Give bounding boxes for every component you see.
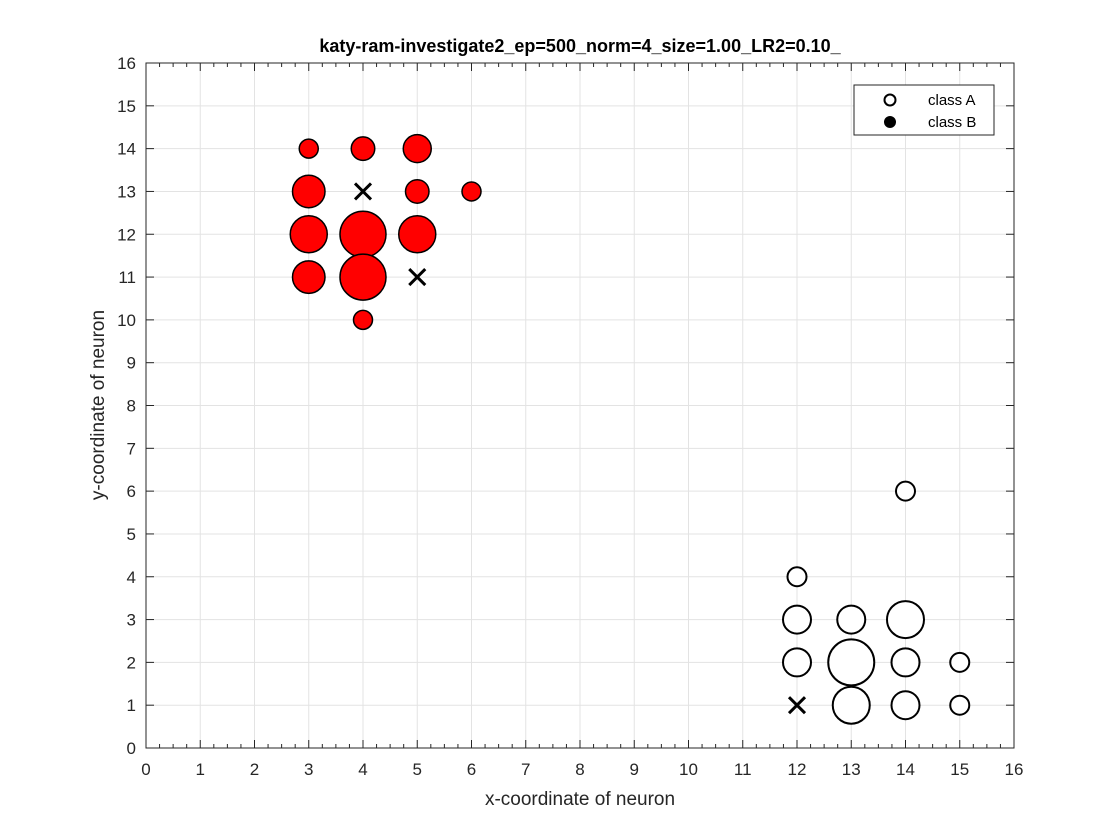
class-b-point [350,136,376,162]
legend: class A class B [853,84,995,136]
x-tick-label: 14 [896,760,915,779]
cross-marker [353,182,373,201]
x-tick-label: 8 [575,760,584,779]
x-tick-label: 13 [842,760,861,779]
class-a-point [786,566,808,588]
class-a-point [949,651,971,673]
x-tick-label: 16 [1005,760,1024,779]
class-a-point [890,647,921,678]
y-tick-label: 3 [127,611,136,630]
cross-stroke [353,182,373,201]
x-tick-label: 6 [467,760,476,779]
y-tick-label: 15 [117,97,136,116]
y-tick-label: 2 [127,653,136,672]
y-tick-label: 13 [117,182,136,201]
x-tick-labels: 0 1 2 3 4 5 6 7 8 9 10 11 12 13 14 15 16 [141,760,1023,779]
class-b-point [289,215,328,254]
class-a-point [831,685,871,725]
x-tick-label: 0 [141,760,150,779]
class-b-point [298,138,319,159]
x-axis-label: x-coordinate of neuron [485,789,675,810]
legend-marker-class-a [883,93,897,107]
y-tick-label: 12 [117,225,136,244]
x-tick-label: 15 [950,760,969,779]
class-a-point [827,638,876,687]
y-tick-label: 10 [117,311,136,330]
y-tick-label: 4 [127,568,136,587]
y-tick-label: 5 [127,525,136,544]
legend-label-class-b: class B [928,114,976,131]
class-a-point [782,647,812,678]
y-tick-label: 8 [127,397,136,416]
class-a-point [836,604,867,635]
class-a-point [782,604,812,635]
class-b-point [352,309,374,331]
chart-title: katy-ram-investigate2_ep=500_norm=4_size… [319,36,841,56]
class-b-point [404,178,430,204]
x-tick-label: 11 [734,760,752,779]
y-tick-label: 6 [127,482,136,501]
cross-marker [787,696,807,715]
legend-label-class-a: class A [928,92,976,109]
plot-frame [145,62,1015,749]
y-tick-label: 1 [127,696,136,715]
cross-stroke [787,696,807,715]
cross-marker [408,268,427,287]
class-b-point [291,174,326,209]
y-tick-label: 14 [117,140,136,159]
class-a-point [886,600,925,640]
cross-stroke [408,268,427,287]
class-b-point [461,181,482,202]
data-marks [289,133,971,725]
x-tick-label: 9 [630,760,639,779]
class-b-point [402,133,432,164]
y-tick-label: 0 [127,739,136,758]
y-tick-label: 16 [117,54,136,73]
x-tick-label: 3 [304,760,313,779]
x-tick-label: 4 [358,760,367,779]
y-tick-label: 7 [127,439,136,458]
x-tick-label: 10 [679,760,698,779]
class-b-point [291,260,326,295]
x-tick-label: 2 [250,760,259,779]
x-tick-label: 5 [413,760,422,779]
legend-marker-class-b [884,116,896,128]
class-a-point [890,690,921,721]
y-tick-label: 11 [118,268,136,287]
x-tick-label: 1 [196,760,205,779]
x-tick-label: 12 [788,760,807,779]
y-tick-label: 9 [127,354,136,373]
class-a-point [895,480,916,502]
class-b-point [339,253,387,301]
class-b-point [398,215,437,254]
legend-box [853,84,995,136]
x-tick-label: 7 [521,760,530,779]
class-a-point [949,694,971,716]
y-axis-label: y-coordinate of neuron [88,310,109,500]
class-b-point [339,210,387,258]
